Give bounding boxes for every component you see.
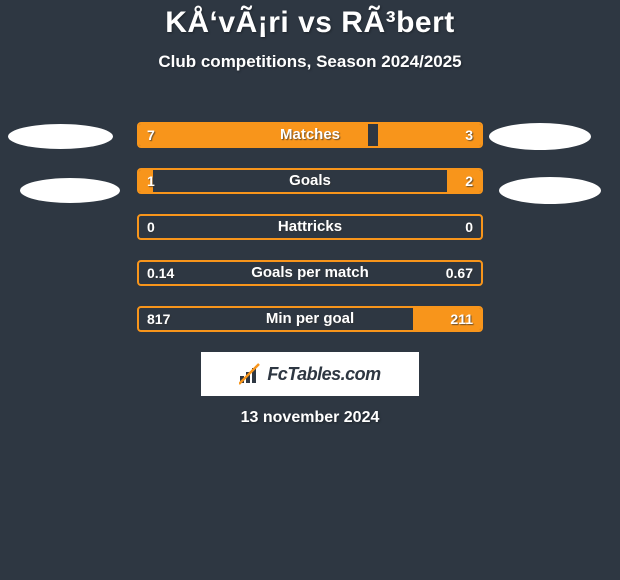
stat-row: Min per goal817211	[0, 296, 620, 342]
stat-value-right: 0	[465, 216, 473, 238]
stat-row: Hattricks0 0	[0, 204, 620, 250]
bar-chart-icon	[239, 363, 261, 385]
stat-label: Hattricks	[139, 216, 481, 238]
source-badge-text: FcTables.com	[267, 364, 380, 385]
stat-value-left: 817	[147, 308, 170, 330]
stat-bar-track: Hattricks0 0	[137, 214, 483, 240]
stat-value-right: 0.67	[446, 262, 473, 284]
date-label: 13 november 2024	[0, 409, 620, 427]
decoration-ellipse	[489, 123, 591, 150]
stat-bar-track: Matches73	[137, 122, 483, 148]
source-badge: FcTables.com	[201, 352, 419, 396]
stat-bar-right-fill	[447, 170, 481, 192]
stat-value-left: 1	[147, 170, 155, 192]
stat-value-left: 0	[147, 216, 155, 238]
stat-value-left: 7	[147, 124, 155, 146]
decoration-ellipse	[8, 124, 113, 149]
stat-label: Goals per match	[139, 262, 481, 284]
stat-bar-track: Goals per match0.14 0.67	[137, 260, 483, 286]
stat-value-left: 0.14	[147, 262, 174, 284]
stat-label: Goals	[139, 170, 481, 192]
decoration-ellipse	[499, 177, 601, 204]
stat-bar-track: Min per goal817211	[137, 306, 483, 332]
page-title: KÅ‘vÃ¡ri vs RÃ³bert	[0, 0, 620, 40]
stat-bar-left-fill	[139, 124, 368, 146]
comparison-widget: KÅ‘vÃ¡ri vs RÃ³bert Club competitions, S…	[0, 0, 620, 580]
stat-row: Goals per match0.14 0.67	[0, 250, 620, 296]
subtitle: Club competitions, Season 2024/2025	[0, 52, 620, 72]
stat-bar-track: Goals1 2	[137, 168, 483, 194]
stat-value-right: 211	[450, 308, 473, 330]
decoration-ellipse	[20, 178, 120, 203]
stat-value-right: 3	[465, 124, 473, 146]
stat-value-right: 2	[465, 170, 473, 192]
